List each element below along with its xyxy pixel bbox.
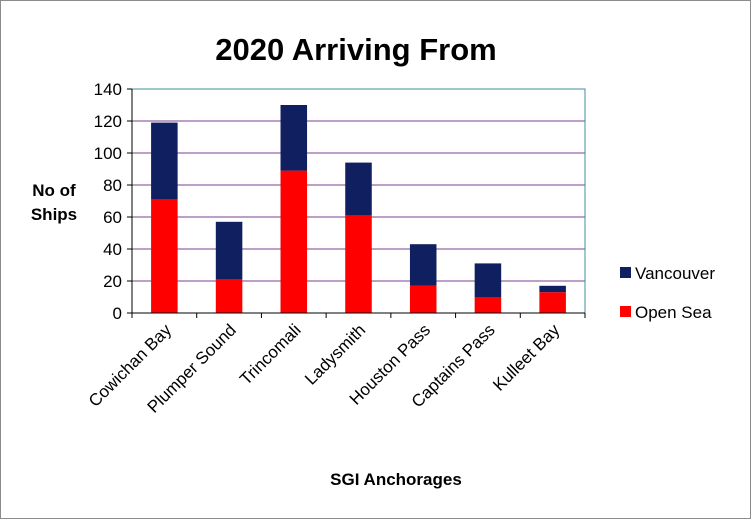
- y-axis-label-line2: Ships: [31, 205, 77, 224]
- bar-vancouver: [215, 221, 243, 280]
- bar-vancouver: [151, 122, 178, 200]
- bar-open-sea: [151, 199, 178, 313]
- y-tick-label: 100: [94, 144, 122, 163]
- bars-layer: [151, 105, 566, 313]
- bar-open-sea: [345, 215, 372, 313]
- bar-vancouver: [345, 162, 372, 216]
- y-tick-label: 80: [103, 176, 122, 195]
- bar-vancouver: [409, 244, 437, 286]
- bar-open-sea: [215, 279, 243, 313]
- chart-title: 2020 Arriving From: [215, 32, 496, 67]
- legend-label: Vancouver: [635, 264, 715, 283]
- bar-open-sea: [539, 292, 566, 313]
- x-tick-label: Trincomali: [236, 320, 304, 388]
- y-tick-label: 140: [94, 80, 122, 99]
- x-axis-label: SGI Anchorages: [330, 470, 462, 489]
- y-tick-label: 20: [103, 272, 122, 291]
- y-axis-label-line1: No of: [32, 181, 76, 200]
- y-tick-label: 60: [103, 208, 122, 227]
- bar-open-sea: [474, 297, 502, 313]
- bar-vancouver: [474, 263, 502, 297]
- legend-swatch-vancouver: [620, 267, 631, 278]
- bar-open-sea: [280, 170, 308, 313]
- bar-open-sea: [409, 285, 437, 313]
- bar-vancouver: [280, 105, 308, 171]
- x-tick-label: Ladysmith: [301, 320, 369, 388]
- x-tick-label: Kulleet Bay: [489, 320, 564, 395]
- y-tick-label: 0: [113, 304, 122, 323]
- y-tick-label: 40: [103, 240, 122, 259]
- y-tick-label: 120: [94, 112, 122, 131]
- legend-swatch-open-sea: [620, 306, 631, 317]
- legend-label: Open Sea: [635, 303, 712, 322]
- legend: Vancouver Open Sea: [620, 264, 715, 322]
- bar-vancouver: [539, 285, 566, 293]
